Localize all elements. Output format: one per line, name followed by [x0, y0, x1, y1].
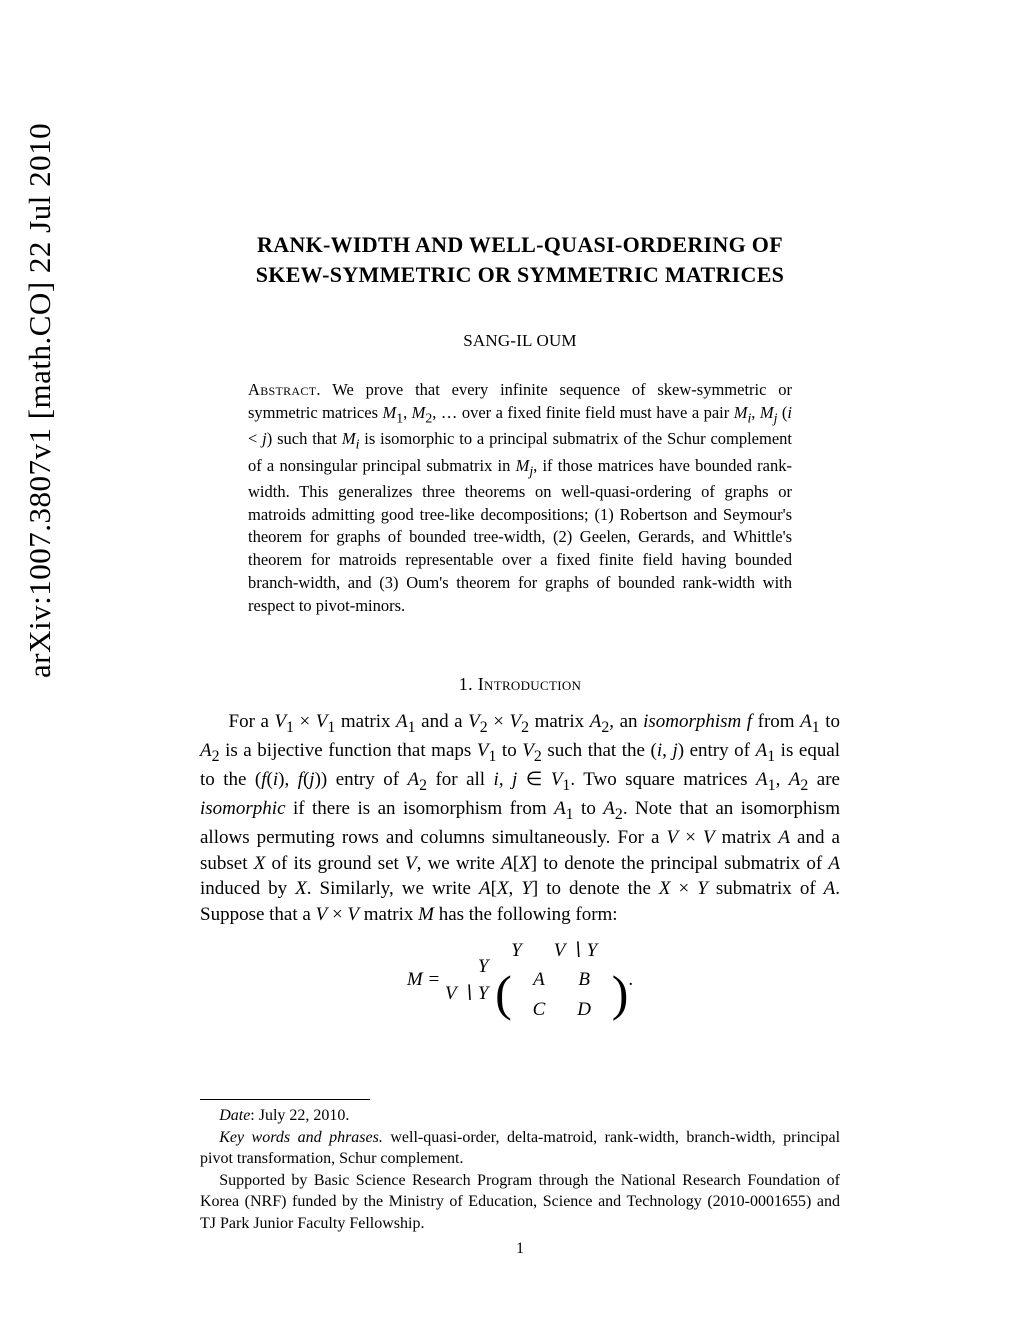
right-paren-icon: ) [612, 968, 629, 1018]
section-heading: 1. Introduction [200, 674, 840, 695]
matrix-col-header-1: V ∖ Y [538, 936, 613, 966]
footnote-date: Date: July 22, 2010. [200, 1105, 840, 1126]
footnote-date-value: : July 22, 2010. [250, 1107, 349, 1124]
matrix-entry-1-1: D [561, 995, 607, 1025]
footnote-date-label: Date [219, 1107, 250, 1124]
matrix-equation: M = Y V ∖ Y Y V ∖ Y ( A B C [200, 936, 840, 1025]
abstract-label: Abstract. [248, 380, 321, 399]
title-line-2: SKEW-SYMMETRIC OR SYMMETRIC MATRICES [256, 262, 784, 287]
abstract-block: Abstract. We prove that every infinite s… [248, 379, 792, 617]
footnotes-block: Date: July 22, 2010. Key words and phras… [200, 1099, 840, 1234]
footnote-keywords: Key words and phrases. well-quasi-order,… [200, 1127, 840, 1170]
matrix-entry-0-1: B [561, 965, 607, 995]
matrix-lhs: M = [407, 969, 440, 990]
left-paren-icon: ( [495, 968, 512, 1018]
matrix-row-labels: Y V ∖ Y [445, 953, 488, 1008]
intro-paragraph: For a V1 × V1 matrix A1 and a V2 × V2 ma… [200, 709, 840, 928]
abstract-text: We prove that every infinite sequence of… [248, 380, 792, 614]
page-number: 1 [200, 1240, 840, 1258]
footnote-rule [200, 1099, 370, 1100]
paper-content: RANK-WIDTH AND WELL-QUASI-ORDERING OF SK… [200, 230, 840, 1029]
matrix-trailing: . [628, 969, 633, 990]
matrix-col-header-0: Y [495, 936, 538, 966]
matrix-row-label-1: V ∖ Y [445, 980, 488, 1008]
matrix-body: Y V ∖ Y ( A B C D ) [495, 936, 628, 1025]
arxiv-stamp: arXiv:1007.3807v1 [math.CO] 22 Jul 2010 [22, 123, 58, 678]
section-number: 1. [459, 674, 473, 694]
footnote-funding: Supported by Basic Science Research Prog… [200, 1170, 840, 1234]
matrix-entry-1-0: C [517, 995, 562, 1025]
matrix-entry-0-0: A [517, 965, 562, 995]
matrix-row-label-0: Y [445, 953, 488, 981]
title-line-1: RANK-WIDTH AND WELL-QUASI-ORDERING OF [257, 232, 783, 257]
paper-title: RANK-WIDTH AND WELL-QUASI-ORDERING OF SK… [200, 230, 840, 289]
section-title: Introduction [478, 674, 581, 694]
author-name: SANG-IL OUM [200, 331, 840, 351]
footnote-keywords-label: Key words and phrases. [219, 1129, 383, 1146]
